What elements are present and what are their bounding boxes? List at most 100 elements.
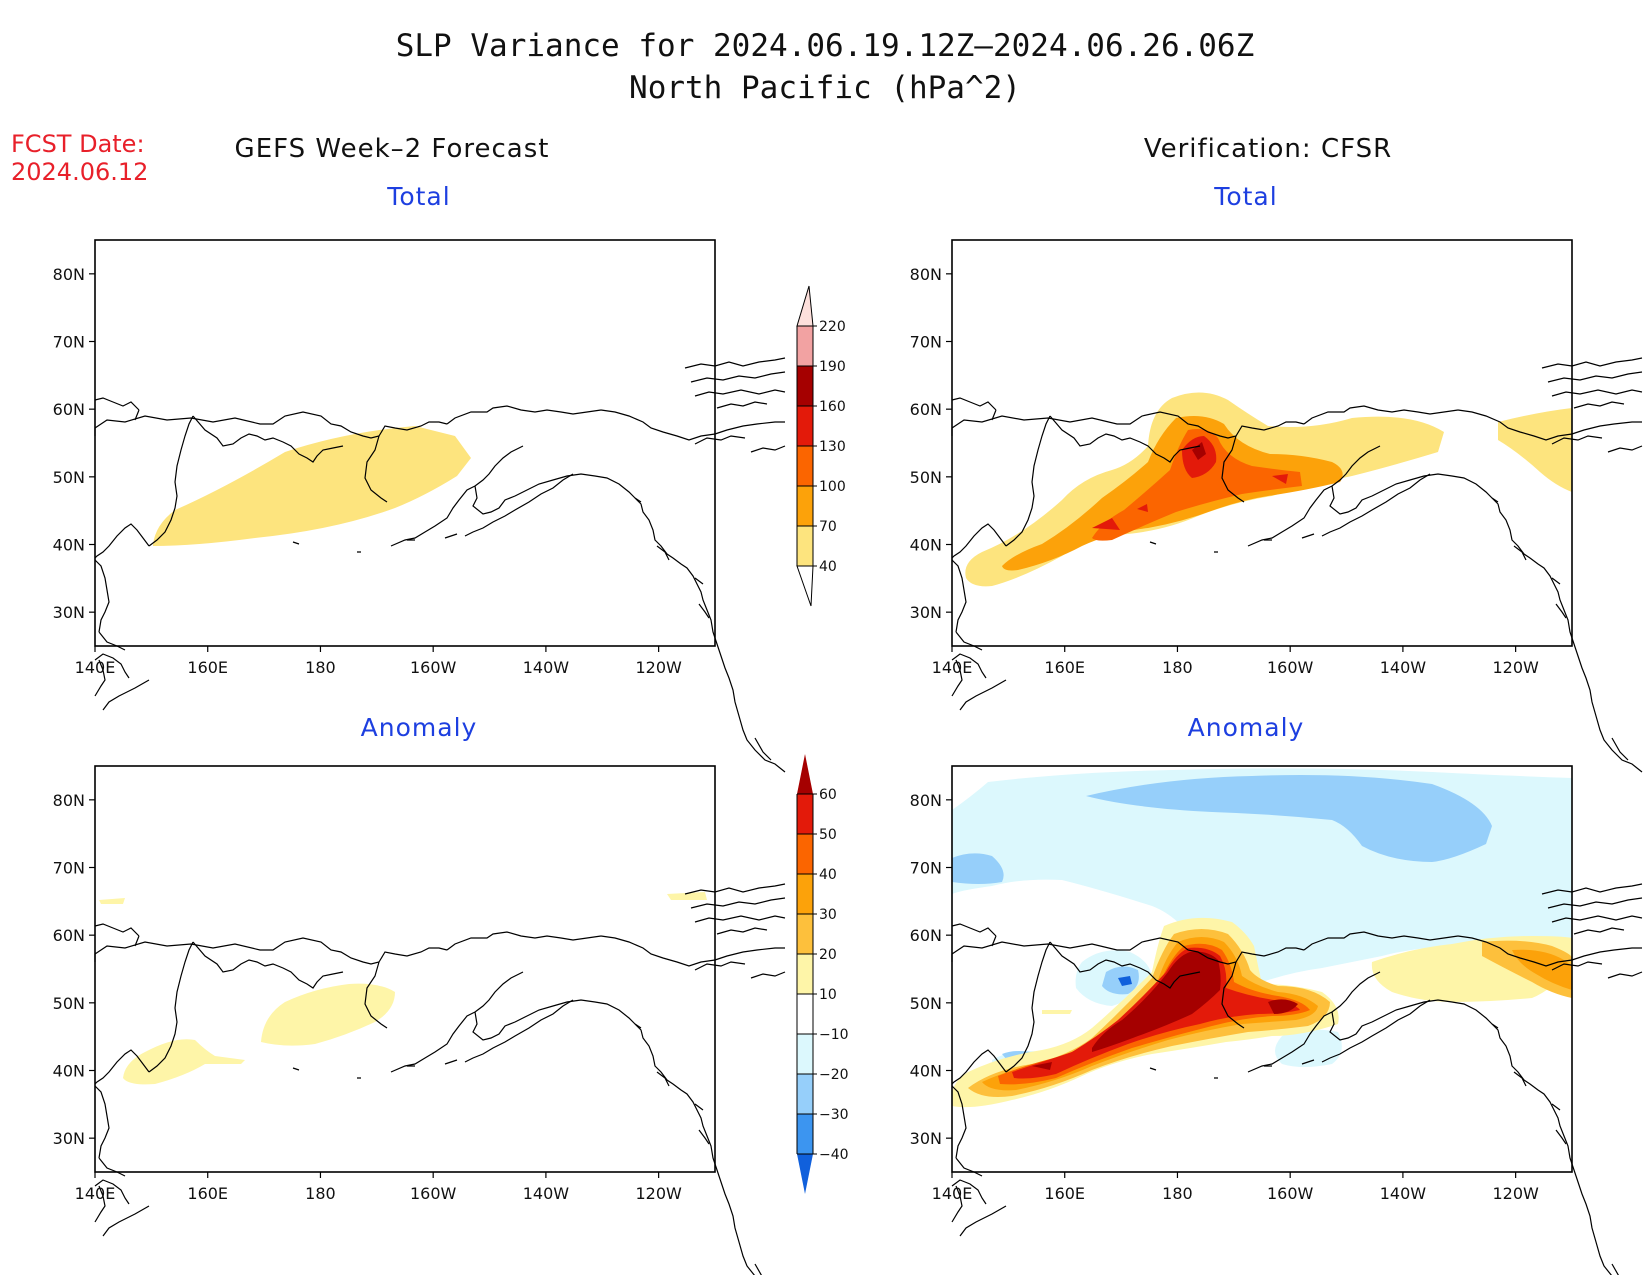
lat-tick-label: 80N [53, 265, 85, 284]
colorbar-anomaly-label: −30 [819, 1107, 849, 1123]
lon-tick-label: 160W [1267, 658, 1314, 677]
lon-tick-label: 140W [523, 1184, 570, 1203]
lat-tick-label: 70N [910, 859, 942, 878]
colorbar-anomaly-swatch [797, 794, 813, 834]
lat-tick-label: 50N [53, 468, 85, 487]
lon-tick-label: 140W [1380, 1184, 1427, 1203]
column-title-forecast: GEFS Week–2 Forecast [234, 134, 550, 164]
lat-tick-label: 80N [53, 791, 85, 810]
colorbar-total-label: 190 [819, 359, 846, 375]
lat-tick-label: 50N [910, 994, 942, 1013]
lon-tick-label: 140E [75, 1184, 116, 1203]
lon-tick-label: 160E [1044, 658, 1085, 677]
lon-tick-label: 160W [410, 1184, 457, 1203]
colorbar-anomaly-swatch [797, 1074, 813, 1114]
lon-tick-label: 160E [187, 658, 228, 677]
colorbar-anomaly-swatch [797, 1114, 813, 1154]
colorbar-total-under [796, 565, 814, 607]
colorbar-total-label: 100 [819, 479, 846, 495]
lon-tick-label: 180 [305, 1184, 336, 1203]
colorbar-total-label: 70 [819, 519, 837, 535]
colorbar-anomaly-label: 30 [819, 907, 837, 923]
colorbar-anomaly-label: 10 [819, 987, 837, 1003]
colorbar-total-swatch [797, 446, 813, 486]
shade-verification-total-100 [1092, 429, 1302, 541]
colorbar-total-label: 40 [819, 559, 837, 575]
colorbar-total: 40 70 100 130 160 190 220 [796, 285, 846, 607]
lat-tick-label: 70N [53, 333, 85, 352]
map-frame-verification-anomaly [951, 765, 1573, 1173]
colorbar-total-label: 220 [819, 319, 846, 335]
lon-tick-label: 120W [1492, 1184, 1539, 1203]
lat-tick-label: 70N [910, 333, 942, 352]
lat-tick-label: 40N [910, 536, 942, 555]
colorbar-anomaly-label: −10 [819, 1027, 849, 1043]
lat-tick-label: 60N [53, 926, 85, 945]
lat-tick-label: 50N [53, 994, 85, 1013]
shade-verification-total-130 [1092, 436, 1288, 530]
lat-tick-label: 80N [910, 265, 942, 284]
colorbar-total-swatch [797, 366, 813, 406]
colorbar-total-swatch [797, 326, 813, 366]
main-title-line1: SLP Variance for 2024.06.19.12Z–2024.06.… [395, 28, 1255, 64]
column-title-verification: Verification: CFSR [1143, 134, 1393, 164]
map-verification-anomaly [951, 765, 1643, 1275]
lon-tick-label: 120W [1492, 658, 1539, 677]
lon-tick-label: 140E [932, 1184, 973, 1203]
lon-tick-label: 160W [1267, 1184, 1314, 1203]
lat-tick-label: 30N [53, 603, 85, 622]
lat-tick-label: 40N [910, 1062, 942, 1081]
shade-forecast-anomaly-10b [261, 983, 395, 1046]
panel-title-forecast-total: Total [387, 182, 451, 211]
panel-title-forecast-anomaly: Anomaly [360, 713, 478, 742]
lon-tick-label: 120W [635, 658, 682, 677]
map-verification-total [951, 239, 1643, 773]
shade-verification-anomaly-neg10-west [992, 950, 1342, 1073]
panel-title-verification-total: Total [1214, 182, 1278, 211]
lat-tick-label: 30N [910, 603, 942, 622]
shade-verification-anomaly-neg20 [952, 775, 1492, 1066]
shade-forecast-total-40 [153, 426, 471, 546]
lat-tick-label: 40N [53, 1062, 85, 1081]
lon-tick-label: 160E [187, 1184, 228, 1203]
fcst-date-label: FCST Date: [11, 130, 145, 158]
colorbar-total-label: 130 [819, 439, 846, 455]
colorbar-anomaly-over [797, 754, 813, 794]
lon-tick-label: 140E [932, 658, 973, 677]
lat-tick-label: 30N [910, 1129, 942, 1148]
lat-tick-label: 50N [910, 468, 942, 487]
shade-verification-anomaly-pos60 [1032, 951, 1298, 1070]
shade-verification-total-160 [1192, 442, 1206, 460]
colorbar-anomaly-swatch [797, 954, 813, 994]
lat-tick-label: 60N [910, 400, 942, 419]
colorbar-total-label: 160 [819, 399, 846, 415]
map-forecast-total [94, 239, 786, 773]
colorbar-anomaly-swatch [797, 874, 813, 914]
colorbar-anomaly-label: 60 [819, 787, 837, 803]
lat-tick-label: 60N [53, 400, 85, 419]
colorbar-total-swatch [797, 486, 813, 526]
map-frame-forecast-total [94, 239, 716, 647]
colorbar-anomaly-swatch [797, 914, 813, 954]
map-frame-verification-total [951, 239, 1573, 647]
colorbar-anomaly: 60 50 40 30 20 10 −10 −20 −30 −40 [796, 754, 849, 1194]
colorbar-total-over [796, 285, 814, 327]
colorbar-anomaly-label: −40 [819, 1147, 849, 1163]
colorbar-anomaly-label: 50 [819, 827, 837, 843]
shade-verification-anomaly-neg30 [1118, 976, 1132, 986]
lon-tick-label: 140W [523, 658, 570, 677]
colorbar-total-swatch [797, 406, 813, 446]
lon-tick-label: 120W [635, 1184, 682, 1203]
lon-tick-label: 180 [1162, 1184, 1193, 1203]
lat-tick-label: 70N [53, 859, 85, 878]
lon-tick-label: 140E [75, 658, 116, 677]
colorbar-anomaly-label: −20 [819, 1067, 849, 1083]
colorbar-anomaly-swatch [797, 834, 813, 874]
map-axes: 140E 160E 180 160W 140W 120W 80N 70N 60N 50N 40N 30… [53, 265, 1539, 1203]
map-frame-forecast-anomaly [94, 765, 716, 1173]
colorbar-anomaly-label: 40 [819, 867, 837, 883]
colorbar-anomaly-swatch [797, 1034, 813, 1074]
lon-tick-label: 180 [305, 658, 336, 677]
fcst-date-value: 2024.06.12 [11, 158, 149, 186]
